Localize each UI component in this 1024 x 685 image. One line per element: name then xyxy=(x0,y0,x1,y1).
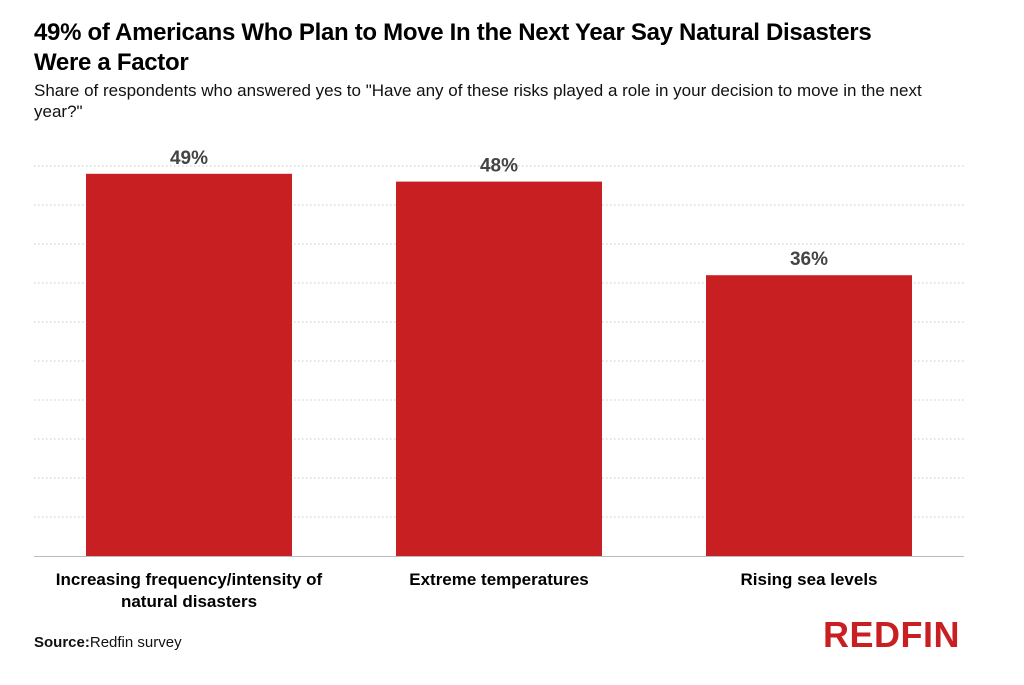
source-note: Source:Redfin survey xyxy=(34,634,182,651)
source-label: Source: xyxy=(34,634,90,651)
bar xyxy=(396,181,602,556)
category-label: Extreme temperatures xyxy=(409,570,589,589)
data-labels: 49% 48% 36% xyxy=(170,148,828,270)
bar xyxy=(86,173,292,557)
data-label: 49% xyxy=(170,148,208,169)
category-labels: Increasing frequency/intensity of natural… xyxy=(56,570,878,611)
chart-subtitle: Share of respondents who answered yes to… xyxy=(34,81,922,121)
bars xyxy=(86,173,912,557)
category-label: Increasing frequency/intensity of natural… xyxy=(56,570,323,611)
data-label: 48% xyxy=(480,156,518,177)
category-label: Rising sea levels xyxy=(740,570,877,589)
chart-title: 49% of Americans Who Plan to Move In the… xyxy=(34,19,872,76)
source-text: Redfin survey xyxy=(89,634,182,651)
redfin-logo: REDFIN xyxy=(823,614,960,655)
bar xyxy=(706,275,912,556)
data-label: 36% xyxy=(790,249,828,270)
